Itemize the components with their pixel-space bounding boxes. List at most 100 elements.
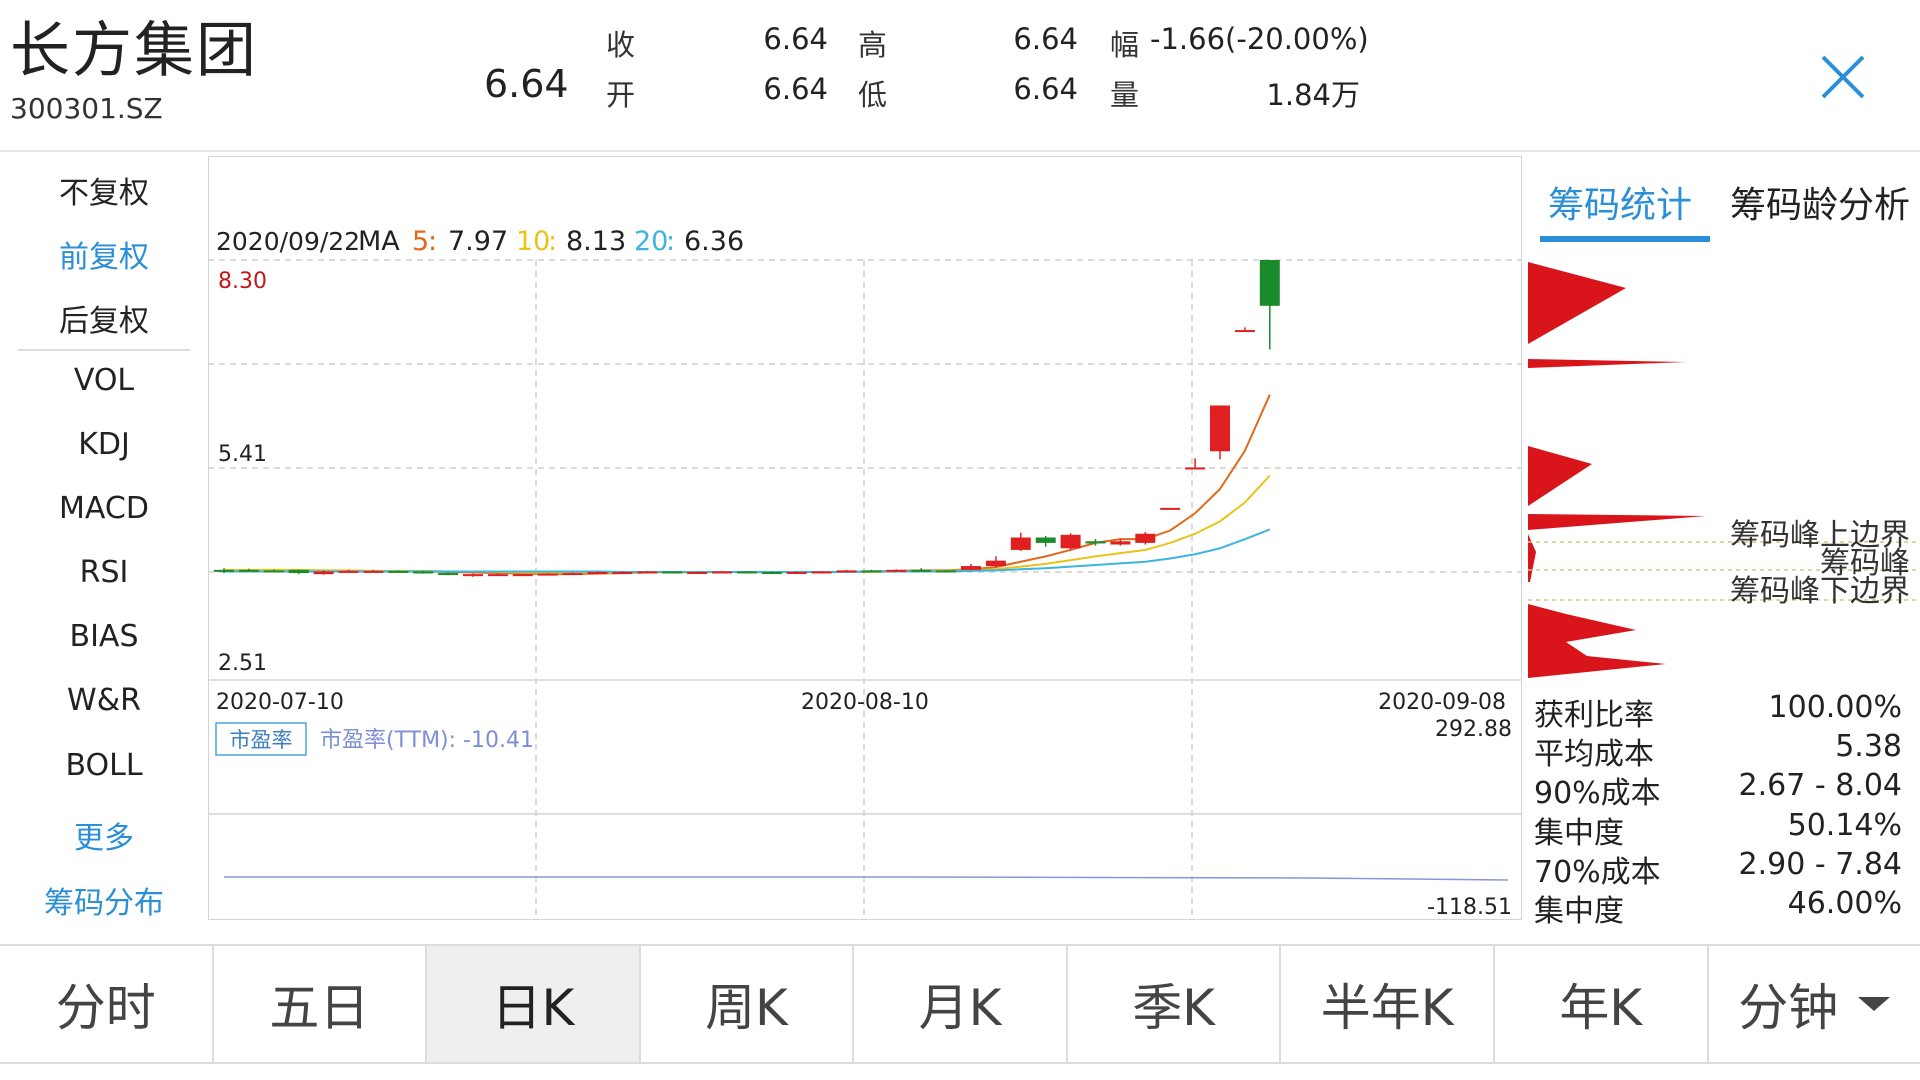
close-button[interactable] [1818, 52, 1868, 102]
menu-item-wr[interactable]: W&R [67, 683, 141, 718]
tab-indicator [1540, 236, 1710, 242]
candle-body [537, 573, 558, 576]
x-label-2: 2020-08-10 [801, 690, 929, 715]
kline-chart-frame[interactable] [208, 156, 1522, 920]
pe-ttm-label: 市盈率(TTM): -10.41 [320, 728, 534, 753]
menu-item-chip-distribution[interactable]: 筹码分布 [44, 886, 164, 921]
change-label: 幅 [1110, 28, 1140, 62]
stock-code: 300301.SZ [10, 92, 163, 125]
y-label-mid: 5.41 [218, 442, 267, 467]
candle-body [512, 574, 533, 577]
candle-body [811, 571, 832, 574]
candle-body [1110, 541, 1131, 545]
ma10-sep: : [548, 226, 557, 257]
pe-button[interactable] [215, 722, 307, 756]
ma10-label: 10 [516, 226, 550, 257]
tab-label: 年K [1559, 979, 1643, 1037]
menu-item-backward-adjust[interactable]: 后复权 [59, 304, 149, 339]
low-value: 6.64 [1013, 72, 1078, 106]
current-price: 6.64 [484, 62, 569, 106]
tab-daily-k[interactable]: 日K [427, 946, 641, 1062]
candle-body [687, 572, 708, 574]
chip-lower-label: 筹码峰下边界 [1730, 574, 1910, 609]
volume-label: 量 [1110, 78, 1140, 112]
candle-body [214, 569, 234, 572]
menu-item-more[interactable]: 更多 [74, 821, 134, 856]
chip-peak-4 [1528, 514, 1706, 530]
ma-label: MA [358, 226, 400, 257]
chart-date: 2020/09/22 [216, 227, 360, 256]
stat-label-avg-cost: 平均成本 [1534, 737, 1654, 772]
menu-item-forward-adjust[interactable]: 前复权 [59, 240, 149, 275]
chip-peak-3 [1528, 446, 1592, 506]
chip-peak-7 [1528, 650, 1666, 678]
y-label-high: 8.30 [218, 269, 267, 294]
stat-label-cost-70: 70%成本 [1534, 855, 1661, 890]
candle-body [388, 570, 409, 573]
stock-name: 长方集团 [10, 16, 258, 86]
tab-label: 分时 [55, 979, 156, 1037]
candle-body [238, 569, 259, 572]
candle-body [1185, 467, 1206, 470]
tab-chip-age[interactable]: 筹码龄分析 [1730, 185, 1911, 226]
tab-chip-stats[interactable]: 筹码统计 [1548, 185, 1693, 226]
volume-value: 1.84万 [1266, 78, 1360, 112]
stat-label-cost-90: 90%成本 [1534, 776, 1661, 811]
tab-weekly-k[interactable]: 周K [641, 946, 855, 1062]
stock-header: 长方集团 300301.SZ 6.64 收 6.64 开 6.64 高 6.64… [0, 0, 1920, 152]
candle-body [338, 570, 359, 573]
menu-item-kdj[interactable]: KDJ [78, 427, 130, 462]
candle-body [413, 571, 434, 574]
menu-item-bias[interactable]: BIAS [69, 619, 139, 654]
chip-distribution [1528, 262, 1920, 678]
candle-body [562, 573, 583, 576]
ma-lines [224, 394, 1271, 576]
tab-label: 季K [1132, 979, 1215, 1037]
tab-label: 半年K [1320, 979, 1454, 1037]
tab-five-day[interactable]: 五日 [214, 946, 428, 1062]
low-label: 低 [858, 78, 888, 112]
tab-quarterly-k[interactable]: 季K [1068, 946, 1282, 1062]
menu-item-boll[interactable]: BOLL [65, 748, 143, 783]
tab-yearly-k[interactable]: 年K [1495, 946, 1709, 1062]
menu-item-vol[interactable]: VOL [73, 363, 135, 398]
x-label-3: 2020-09-08 [1378, 690, 1506, 715]
stat-label-concentration-70: 集中度 [1534, 894, 1624, 929]
candle-body [1060, 534, 1081, 549]
chip-peak-5 [1528, 534, 1536, 582]
x-label-1: 2020-07-10 [216, 690, 344, 715]
tab-label: 周K [705, 979, 788, 1037]
ma20-value: 6.36 [684, 226, 744, 257]
candle-body [761, 572, 782, 574]
tab-intraday[interactable]: 分时 [0, 946, 214, 1062]
candle-body [911, 569, 932, 572]
change-value: -1.66(-20.00%) [1150, 22, 1369, 56]
candles [214, 260, 1280, 577]
menu-item-no-adjust[interactable]: 不复权 [59, 176, 149, 211]
tab-monthly-k[interactable]: 月K [854, 946, 1068, 1062]
ma20-label: 20 [634, 226, 668, 257]
ma5-value: 7.97 [448, 226, 508, 257]
close-value: 6.64 [763, 22, 828, 56]
high-value: 6.64 [1013, 22, 1078, 56]
candle-body [363, 570, 384, 573]
candle-body [662, 571, 683, 574]
menu-item-macd[interactable]: MACD [59, 491, 149, 526]
close-icon [1821, 55, 1865, 99]
tab-half-year-k[interactable]: 半年K [1281, 946, 1495, 1062]
candle-body [985, 560, 1006, 567]
kline-chart[interactable]: 2020/09/22 MA 5 : 7.97 10 : 8.13 20 : 6.… [208, 156, 1522, 920]
candle-body [313, 571, 334, 575]
chip-peak-1 [1528, 262, 1626, 344]
candle-body [886, 569, 907, 572]
candle-body [438, 573, 459, 576]
menu-item-rsi[interactable]: RSI [79, 555, 129, 590]
pe-high-label: 292.88 [1435, 717, 1512, 742]
chart-grid [208, 259, 1522, 920]
candle-body [463, 574, 483, 577]
candle-body [836, 570, 857, 573]
period-tabs: 分时 五日 日K 周K 月K 季K 半年K 年K 分钟 [0, 944, 1920, 1064]
candle-body [712, 571, 732, 574]
tab-label: 五日 [269, 979, 370, 1037]
tab-minute[interactable]: 分钟 [1709, 946, 1920, 1062]
